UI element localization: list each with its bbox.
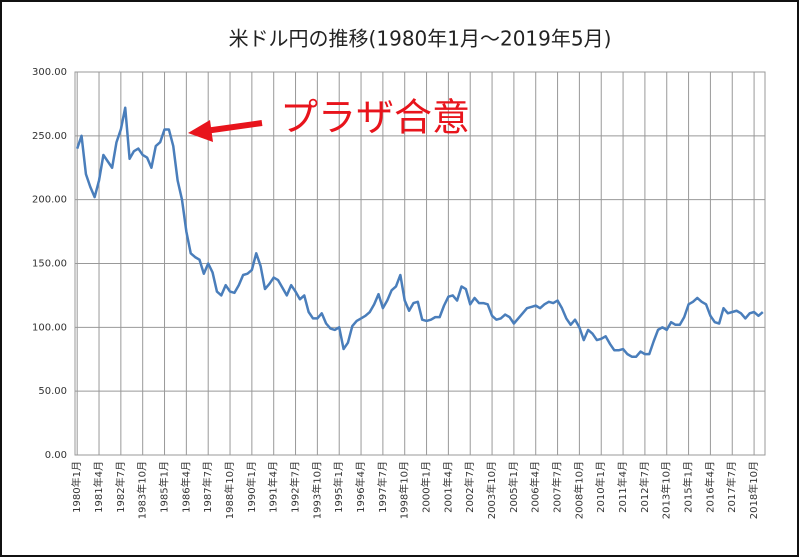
x-tick-label: 1987年7月 bbox=[201, 461, 214, 513]
x-tick-label: 1985年1月 bbox=[158, 461, 171, 513]
x-tick-label: 2011年4月 bbox=[616, 461, 629, 513]
x-tick-label: 1982年7月 bbox=[114, 461, 127, 513]
x-tick-label: 1992年7月 bbox=[289, 461, 302, 513]
x-tick-label: 2006年4月 bbox=[529, 461, 542, 513]
x-tick-label: 2015年1月 bbox=[682, 461, 695, 513]
x-tick-label: 1990年1月 bbox=[245, 461, 258, 513]
x-tick-label: 2016年4月 bbox=[703, 461, 716, 513]
x-tick-label: 1988年10月 bbox=[223, 461, 236, 519]
x-tick-label: 1998年10月 bbox=[398, 461, 411, 519]
x-tick-label: 2017年7月 bbox=[725, 461, 738, 513]
arrow-head bbox=[188, 120, 213, 142]
x-tick-label: 1981年4月 bbox=[92, 461, 105, 513]
y-tick-label: 150.00 bbox=[32, 259, 67, 270]
plot-area: 0.00 50.00 100.00 150.00 200.00 250.00 300.00 1… bbox=[32, 67, 766, 519]
x-tick-label: 2005年1月 bbox=[507, 461, 520, 513]
x-tick-label: 2018年10月 bbox=[747, 461, 760, 519]
x-tick-label: 1993年10月 bbox=[310, 461, 323, 519]
arrow bbox=[204, 120, 263, 134]
chart-title: 米ドル円の推移(1980年1月～2019年5月) bbox=[229, 27, 612, 51]
annotation: プラザ合意 bbox=[280, 96, 470, 140]
y-tick-label: 200.00 bbox=[32, 195, 67, 206]
x-tick-label: 2007年7月 bbox=[551, 461, 564, 513]
x-tick-label: 1997年7月 bbox=[376, 461, 389, 513]
x-tick-label: 2001年4月 bbox=[441, 461, 454, 513]
y-tick-label: 250.00 bbox=[32, 131, 67, 142]
x-tick-label: 2000年1月 bbox=[420, 461, 433, 513]
x-tick-label: 1991年4月 bbox=[267, 461, 280, 513]
x-tick-label: 1980年1月 bbox=[70, 461, 83, 513]
y-tick-label: 0.00 bbox=[45, 450, 67, 461]
y-tick-label: 50.00 bbox=[38, 386, 67, 397]
line-series bbox=[75, 106, 764, 358]
x-tick-label: 1986年4月 bbox=[179, 461, 192, 513]
x-tick-label: 1996年4月 bbox=[354, 461, 367, 513]
y-tick-label: 300.00 bbox=[32, 67, 67, 78]
x-tick-label: 2002年7月 bbox=[463, 461, 476, 513]
x-tick-label: 1995年1月 bbox=[332, 461, 345, 513]
x-tick-label: 1983年10月 bbox=[136, 461, 149, 519]
x-tick-label: 2012年7月 bbox=[638, 461, 651, 513]
x-tick-label: 2003年10月 bbox=[485, 461, 498, 519]
x-tick-label: 2008年10月 bbox=[572, 461, 585, 519]
y-tick-label: 100.00 bbox=[32, 322, 67, 333]
x-tick-label: 2010年1月 bbox=[594, 461, 607, 513]
x-tick-label: 2013年10月 bbox=[660, 461, 673, 519]
